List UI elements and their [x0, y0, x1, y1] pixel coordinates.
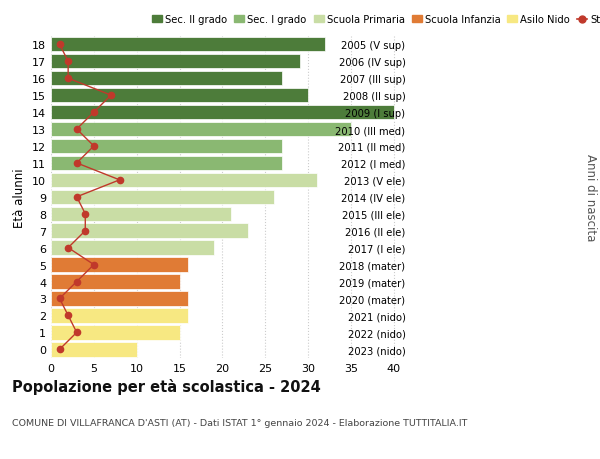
Text: Popolazione per età scolastica - 2024: Popolazione per età scolastica - 2024: [12, 379, 321, 395]
Bar: [51, 241, 214, 255]
Legend: Sec. II grado, Sec. I grado, Scuola Primaria, Scuola Infanzia, Asilo Nido, Stran: Sec. II grado, Sec. I grado, Scuola Prim…: [152, 15, 600, 25]
Bar: [51, 89, 308, 103]
Bar: [51, 157, 283, 171]
Bar: [51, 173, 317, 188]
Bar: [51, 207, 231, 222]
Bar: [51, 342, 137, 357]
Bar: [51, 308, 188, 323]
Bar: [51, 291, 188, 306]
Bar: [51, 55, 299, 69]
Bar: [51, 106, 394, 120]
Bar: [51, 190, 274, 205]
Bar: [51, 325, 179, 340]
Bar: [51, 258, 188, 272]
Bar: [51, 224, 248, 238]
Bar: [51, 123, 351, 137]
Text: Anni di nascita: Anni di nascita: [584, 154, 597, 241]
Text: COMUNE DI VILLAFRANCA D'ASTI (AT) - Dati ISTAT 1° gennaio 2024 - Elaborazione TU: COMUNE DI VILLAFRANCA D'ASTI (AT) - Dati…: [12, 418, 467, 427]
Y-axis label: Età alunni: Età alunni: [13, 168, 26, 227]
Bar: [51, 140, 283, 154]
Bar: [51, 72, 283, 86]
Bar: [51, 38, 325, 52]
Bar: [51, 275, 179, 289]
